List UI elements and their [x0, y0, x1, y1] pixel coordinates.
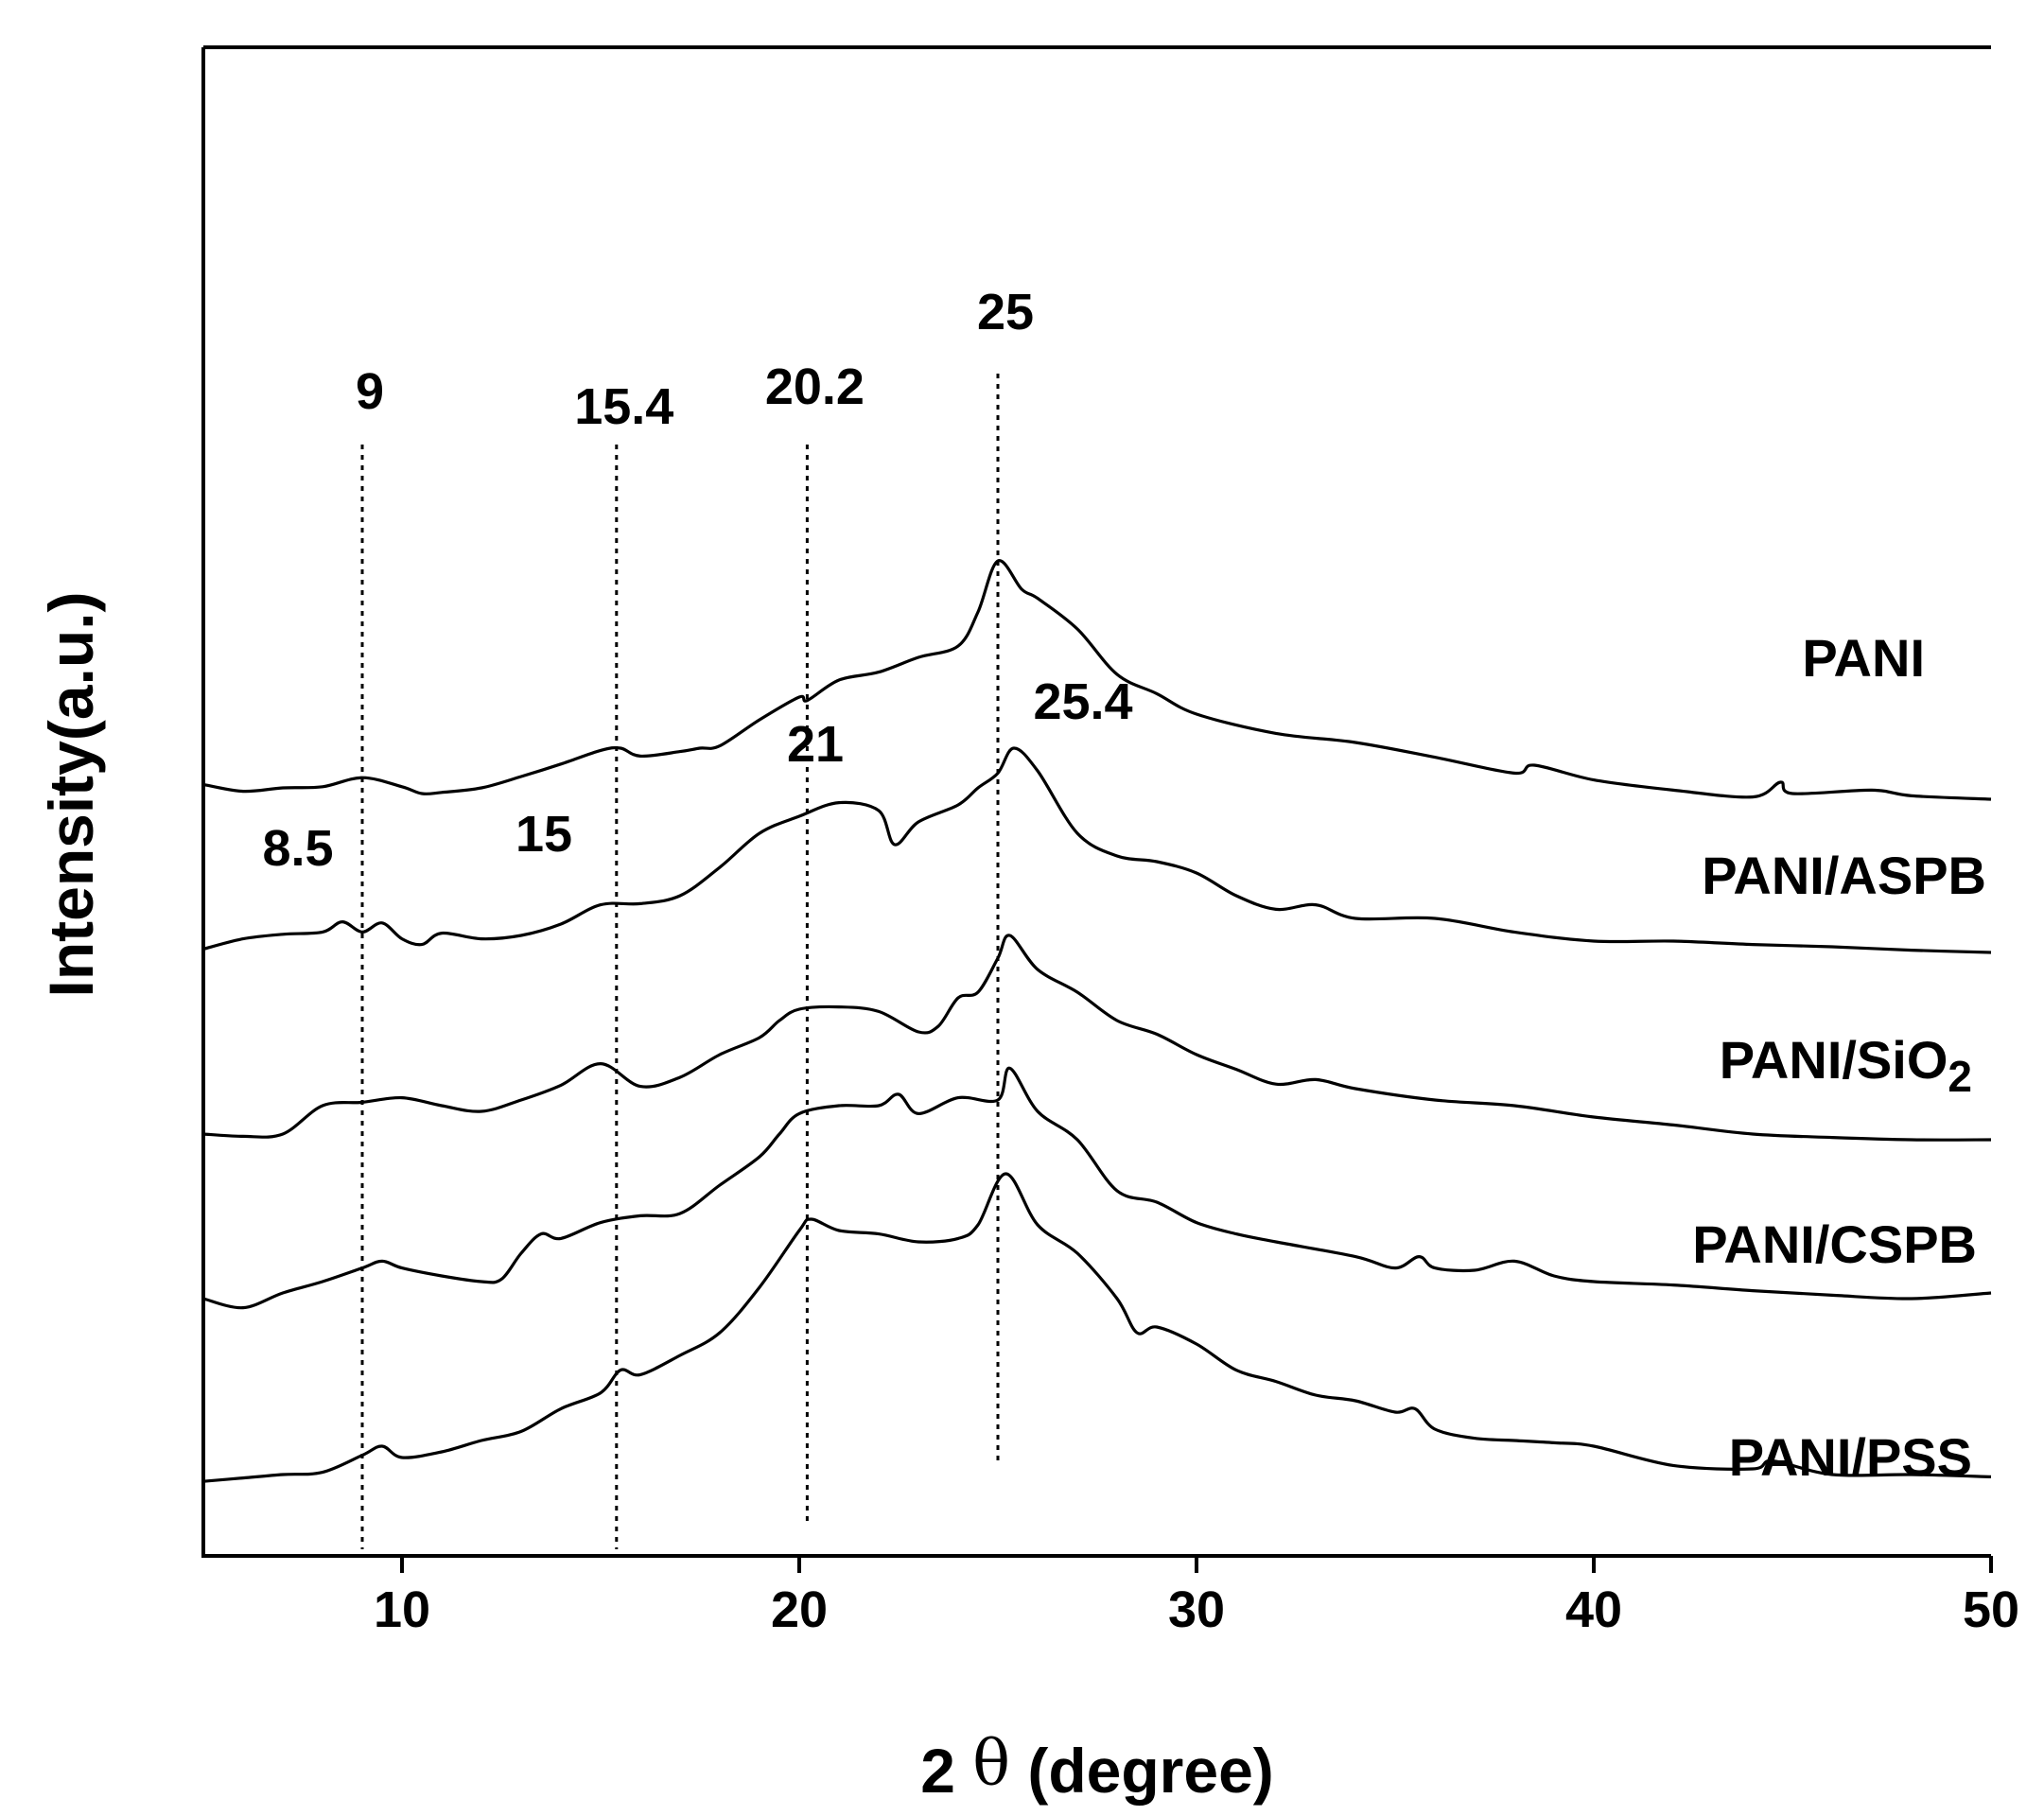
peak-annotation: 25.4 [1033, 673, 1132, 730]
series-label: PANI [1802, 628, 1925, 688]
series-line [202, 1172, 1992, 1483]
reference-lines: 9 15.4 20.2 25 [356, 284, 1034, 1549]
peak-annotation: 15 [515, 806, 572, 863]
x-axis-label-part: (degree) [1010, 1736, 1274, 1806]
peak-annotation: 21 [787, 716, 844, 773]
reference-line-label: 25 [977, 284, 1034, 340]
series-label: PANI/PSS [1729, 1427, 1972, 1487]
peak-labels: 8.5 15 21 25.4 [262, 673, 1132, 877]
x-axis-label-theta: θ [972, 1727, 1010, 1800]
series-label: PANI/CSPB [1692, 1214, 1977, 1274]
series-line [202, 559, 1992, 801]
x-tick-label: 40 [1565, 1581, 1622, 1638]
series-labels: PANI PANI/ASPB PANI/SiO2 PANI/CSPB PANI/PSS [1692, 628, 1986, 1487]
x-tick-label: 10 [374, 1581, 430, 1638]
series-label: PANI/SiO2 [1720, 1030, 1972, 1101]
series-line [202, 1066, 1992, 1310]
series-line [202, 746, 1992, 954]
series-label: PANI/ASPB [1702, 846, 1986, 905]
series-line [202, 934, 1992, 1142]
x-axis-label: 2 θ (degree) [920, 1727, 1274, 1806]
x-ticks [400, 1556, 1993, 1573]
series-lines [202, 559, 1992, 1483]
peak-annotation: 8.5 [262, 820, 333, 877]
x-tick-label: 50 [1963, 1581, 2019, 1638]
x-tick-label: 30 [1168, 1581, 1225, 1638]
reference-line-label: 9 [356, 363, 384, 420]
reference-line-label: 15.4 [574, 378, 673, 435]
reference-line-label: 20.2 [765, 358, 865, 415]
y-axis-label: Intensity(a.u.) [36, 591, 106, 997]
x-tick-labels: 10 20 30 40 50 [374, 1581, 2019, 1638]
x-axis-label-part: 2 [920, 1736, 972, 1806]
x-tick-label: 20 [771, 1581, 828, 1638]
plot-frame [201, 45, 1991, 1558]
